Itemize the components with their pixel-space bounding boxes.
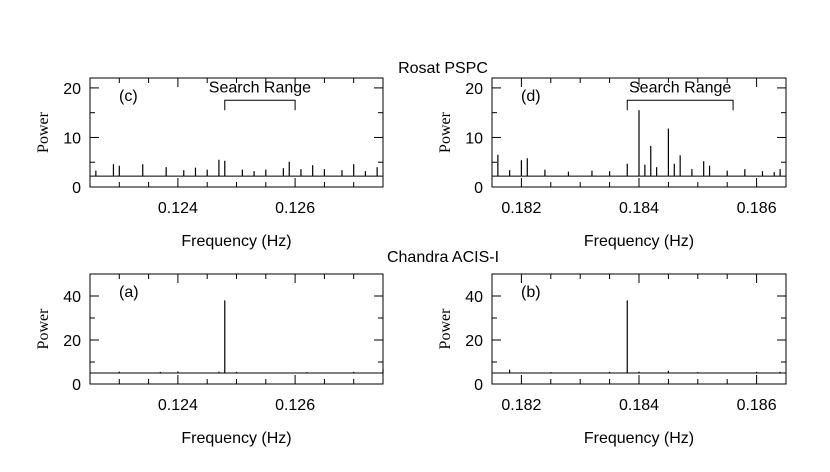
x-axis-label: Frequency (Hz) [181, 233, 291, 250]
y-tick-label: 20 [63, 81, 81, 98]
x-tick-label: 0.124 [158, 397, 198, 414]
y-axis-label: Power [437, 308, 454, 350]
y-axis-label: Power [437, 111, 454, 153]
search-range-label: Search Range [209, 79, 311, 96]
x-tick-label: 0.182 [501, 397, 541, 414]
group-title-rosat: Rosat PSPC [398, 60, 488, 77]
x-tick-label: 0.186 [737, 200, 777, 217]
panel-label: (b) [521, 284, 541, 301]
x-tick-label: 0.126 [275, 200, 315, 217]
x-tick-label: 0.186 [737, 397, 777, 414]
panel-a: 0.124 0.126 0 20 40 Frequency (Hz) Power (a) [35, 273, 384, 447]
search-range-label: Search Range [629, 79, 731, 96]
y-tick-label: 0 [72, 180, 81, 197]
x-axis-label: Frequency (Hz) [584, 430, 694, 447]
x-axis-label: Frequency (Hz) [181, 430, 291, 447]
x-tick-label: 0.124 [158, 200, 198, 217]
y-tick-label: 40 [465, 289, 483, 306]
y-tick-label: 20 [63, 333, 81, 350]
y-tick-label: 20 [465, 333, 483, 350]
y-axis-label: Power [35, 111, 52, 153]
x-tick-label: 0.182 [501, 200, 541, 217]
y-tick-label: 0 [474, 180, 483, 197]
y-tick-label: 0 [72, 377, 81, 394]
panels: 0.124 0.126 0 10 20 Frequency (Hz) Power (c) Sea… [35, 77, 787, 447]
search-range-bracket [626, 99, 734, 111]
y-tick-label: 0 [474, 377, 483, 394]
search-range-bracket [224, 99, 296, 111]
x-tick-label: 0.184 [619, 397, 659, 414]
panel-label: (d) [521, 88, 541, 105]
panel-b: 0.182 0.184 0.186 0 20 40 Frequency (Hz) Power (… [437, 273, 787, 447]
group-title-chandra: Chandra ACIS-I [387, 249, 499, 266]
panel-d: 0.182 0.184 0.186 0 10 20 Frequency (Hz) Power (… [437, 77, 787, 250]
y-tick-label: 40 [63, 289, 81, 306]
y-axis-label: Power [35, 308, 52, 350]
x-tick-label: 0.126 [275, 397, 315, 414]
y-tick-label: 10 [465, 130, 483, 147]
x-axis-label: Frequency (Hz) [584, 233, 694, 250]
panel-c: 0.124 0.126 0 10 20 Frequency (Hz) Power (c) Sea… [35, 77, 384, 250]
y-tick-label: 20 [465, 81, 483, 98]
panel-label: (c) [119, 88, 138, 105]
x-tick-label: 0.184 [619, 200, 659, 217]
panel-label: (a) [119, 284, 139, 301]
y-tick-label: 10 [63, 130, 81, 147]
